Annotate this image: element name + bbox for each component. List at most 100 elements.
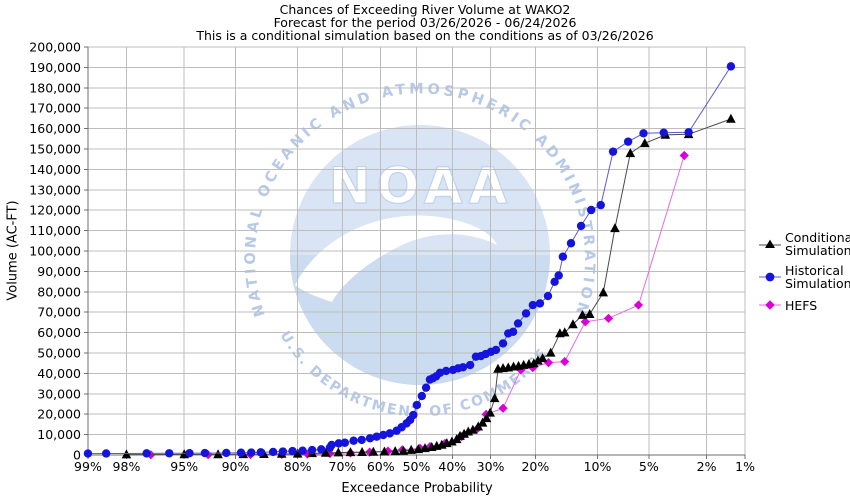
series-historical-simulation	[83, 62, 736, 458]
x-tick-label: 20%	[521, 459, 549, 474]
x-tick-label: 40%	[438, 459, 466, 474]
data-point-marker	[333, 447, 344, 457]
data-point-marker	[83, 449, 93, 458]
x-tick-label: 10%	[584, 459, 612, 474]
data-point-marker	[413, 444, 424, 454]
x-tick-label: 70%	[329, 459, 357, 474]
y-tick-label: 20,000	[37, 407, 81, 422]
x-tick-label: 90%	[222, 459, 250, 474]
data-point-marker	[491, 345, 501, 355]
data-point-marker	[679, 150, 689, 161]
data-point-marker	[485, 407, 495, 417]
data-point-marker	[529, 358, 539, 368]
data-point-marker	[537, 353, 548, 363]
data-point-marker	[441, 366, 451, 376]
data-point-marker	[334, 439, 343, 448]
data-point-marker	[598, 287, 609, 297]
data-point-marker	[417, 391, 427, 401]
series-layer	[83, 62, 736, 460]
data-point-marker	[580, 317, 590, 327]
historical-simulation-marker-icon	[759, 272, 781, 282]
data-point-marker	[349, 436, 358, 445]
y-tick-label: 40,000	[37, 366, 81, 381]
y-tick-label: 60,000	[37, 325, 81, 340]
x-tick-label: 50%	[403, 459, 431, 474]
y-axis-title: Volume (AC-FT)	[5, 200, 21, 301]
hefs-marker-icon	[759, 300, 781, 310]
data-point-marker	[587, 205, 596, 215]
data-point-marker	[535, 299, 545, 308]
data-point-marker	[498, 339, 508, 348]
y-tick-label: 50,000	[37, 346, 81, 361]
data-point-marker	[406, 444, 416, 454]
data-point-marker	[200, 448, 210, 458]
data-point-marker	[372, 432, 381, 441]
y-tick-label: 80,000	[37, 284, 81, 299]
data-point-marker	[213, 449, 223, 459]
data-point-marker	[489, 393, 500, 403]
data-point-marker	[185, 448, 194, 458]
data-point-marker	[543, 291, 553, 301]
data-point-marker	[320, 447, 331, 457]
data-point-marker	[554, 271, 563, 280]
x-tick-label: 5%	[639, 459, 659, 474]
series-conditional-simulation	[121, 113, 736, 459]
data-point-marker	[236, 448, 246, 457]
data-point-marker	[298, 446, 307, 455]
x-tick-label: 2%	[697, 459, 717, 474]
data-point-marker	[379, 430, 388, 440]
data-point-marker	[365, 434, 375, 443]
data-point-marker	[327, 440, 336, 450]
data-point-marker	[608, 147, 618, 156]
data-point-marker	[550, 277, 559, 287]
data-point-marker	[278, 447, 288, 456]
data-point-marker	[533, 355, 543, 365]
x-tick-label: 95%	[170, 459, 198, 474]
y-tick-label: 150,000	[29, 142, 81, 157]
data-point-marker	[726, 113, 736, 123]
y-tick-label: 0	[73, 448, 81, 463]
x-tick-label: 30%	[477, 459, 505, 474]
noaa-gull-icon	[295, 215, 497, 302]
axis-layer: 99% 98% 95% 90% 80% 70% 60% 50% 40% 30% 20% 10% 5% 2%…	[29, 40, 755, 475]
data-point-marker	[101, 449, 111, 458]
data-point-marker	[268, 447, 278, 457]
y-tick-label: 70,000	[37, 305, 81, 320]
data-point-marker	[684, 128, 693, 137]
chart-title-line-1: Chances of Exceeding River Volume at WAK…	[279, 2, 571, 17]
grid-layer	[87, 46, 746, 455]
chart-title-line-3: This is a conditional simulation based o…	[196, 28, 654, 43]
data-point-marker	[357, 446, 367, 456]
data-point-marker	[521, 309, 531, 318]
data-point-marker	[465, 360, 475, 370]
data-point-marker	[603, 313, 614, 323]
y-tick-label: 200,000	[29, 40, 81, 55]
legend-item-label: HEFS	[785, 297, 818, 313]
y-tick-label: 140,000	[29, 162, 81, 177]
data-point-marker	[508, 327, 518, 336]
data-point-marker	[222, 448, 231, 458]
data-point-marker	[639, 138, 650, 148]
data-point-marker	[409, 410, 418, 420]
x-tick-label: 1%	[735, 459, 755, 474]
data-point-marker	[357, 435, 366, 445]
y-tick-label: 130,000	[29, 182, 81, 197]
x-tick-label: 99%	[74, 459, 102, 474]
data-point-marker	[481, 413, 492, 423]
data-point-marker	[256, 448, 265, 457]
data-point-marker	[447, 436, 457, 446]
y-tick-label: 110,000	[29, 223, 81, 238]
data-point-marker	[458, 363, 468, 372]
data-point-marker	[659, 128, 668, 137]
y-tick-label: 160,000	[29, 121, 81, 136]
conditional-simulation-marker-icon	[759, 239, 781, 248]
y-tick-label: 120,000	[29, 203, 81, 218]
data-point-marker	[368, 446, 379, 456]
x-tick-label: 98%	[113, 459, 141, 474]
legend-item-label: Conditional Simulation	[785, 230, 850, 258]
data-point-marker	[288, 446, 297, 456]
data-point-marker	[633, 300, 644, 310]
data-point-marker	[307, 445, 317, 455]
data-point-marker	[545, 347, 556, 357]
